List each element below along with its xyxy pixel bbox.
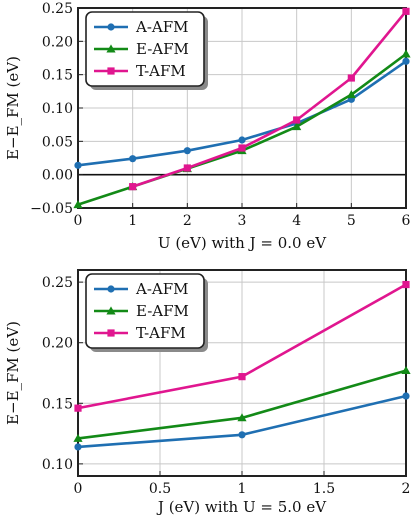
e-afm-point xyxy=(401,49,411,58)
e-afm-point xyxy=(346,90,356,99)
t-afm-series xyxy=(129,7,410,191)
t-afm-series-line xyxy=(132,10,408,188)
t-afm-point xyxy=(238,373,246,381)
legend-box xyxy=(85,11,205,87)
bottom-panel: 0 0.5 1 1.5 2 0.10 0.15 0.20 0.25 J (eV) with U =… xyxy=(4,269,411,516)
e-afm-point xyxy=(73,433,83,442)
y-tick-label: 0.25 xyxy=(42,1,73,17)
y-axis-label: E−E_FM (eV) xyxy=(4,321,22,425)
a-afm-point xyxy=(238,431,246,439)
a-afm-point xyxy=(183,147,191,155)
e-afm-series xyxy=(73,365,411,442)
legend-e-afm-point xyxy=(106,306,116,315)
legend-label-a-afm: A-AFM xyxy=(135,280,189,298)
legend-box xyxy=(85,273,205,349)
x-axis-label: U (eV) with J = 0.0 eV xyxy=(158,234,327,252)
legend-label-a-afm: A-AFM xyxy=(135,18,189,36)
a-afm-point xyxy=(402,392,410,400)
a-afm-point xyxy=(74,443,82,451)
x-tick-label: 2 xyxy=(183,213,192,229)
t-afm-point xyxy=(402,7,410,15)
e-afm-point xyxy=(292,122,302,131)
t-afm-point xyxy=(238,144,246,152)
legend-a-afm-point xyxy=(107,285,115,293)
x-tick-label: 0 xyxy=(74,213,83,229)
y-tick-label: 0.10 xyxy=(42,101,73,117)
legend-e-afm-point xyxy=(106,44,116,53)
top-panel: 0 1 2 3 4 5 6 −0.05 0.00 0.05 0.10 0.15 0.20 0.25 U (e… xyxy=(4,1,411,252)
x-tick-label: 0.5 xyxy=(149,481,171,497)
legend-t-afm-point xyxy=(107,329,115,337)
a-afm-point xyxy=(129,155,137,163)
x-tick-label: 0 xyxy=(74,481,83,497)
y-tick-label: 0.00 xyxy=(42,168,73,184)
y-tick-label: 0.25 xyxy=(42,275,73,291)
t-afm-point xyxy=(74,404,82,412)
y-tick-label: 0.20 xyxy=(42,336,73,352)
y-tick-label: 0.15 xyxy=(42,68,73,84)
legend-label-t-afm: T-AFM xyxy=(136,324,186,342)
x-tick-label: 4 xyxy=(292,213,301,229)
a-afm-point xyxy=(238,136,246,144)
legend-t-afm-point xyxy=(107,67,115,75)
x-tick-label: 1 xyxy=(128,213,137,229)
t-afm-point xyxy=(402,280,410,289)
y-tick-label: 0.10 xyxy=(42,457,73,473)
a-afm-series xyxy=(74,392,410,451)
t-afm-series xyxy=(74,280,410,412)
t-afm-point xyxy=(293,116,301,124)
y-tick-label: −0.05 xyxy=(30,201,73,217)
e-afm-point xyxy=(237,413,247,422)
y-tick-label: 0.05 xyxy=(42,134,73,150)
y-tick-label: 0.15 xyxy=(42,396,73,412)
e-afm-point xyxy=(73,200,83,209)
x-tick-label: 1 xyxy=(238,481,247,497)
legend: A-AFM E-AFM T-AFM xyxy=(85,273,208,352)
a-afm-point xyxy=(74,161,82,169)
t-afm-point xyxy=(347,74,355,82)
y-axis-label: E−E_FM (eV) xyxy=(4,56,22,160)
legend-label-t-afm: T-AFM xyxy=(136,62,186,80)
t-afm-point xyxy=(183,164,191,172)
x-tick-label: 6 xyxy=(402,213,411,229)
a-afm-point xyxy=(402,57,410,65)
e-afm-point xyxy=(401,365,411,375)
legend-a-afm-point xyxy=(107,23,115,31)
x-tick-label: 2 xyxy=(402,481,411,497)
legend-label-e-afm: E-AFM xyxy=(136,302,189,320)
y-tick-label: 0.20 xyxy=(42,34,73,50)
x-tick-label: 3 xyxy=(238,213,247,229)
x-axis-label: J (eV) with U = 5.0 eV xyxy=(156,498,327,516)
x-tick-label: 5 xyxy=(347,213,356,229)
legend-label-e-afm: E-AFM xyxy=(136,40,189,58)
x-tick-label: 1.5 xyxy=(313,481,335,497)
legend: A-AFM E-AFM T-AFM xyxy=(85,11,208,90)
t-afm-point xyxy=(129,183,137,191)
